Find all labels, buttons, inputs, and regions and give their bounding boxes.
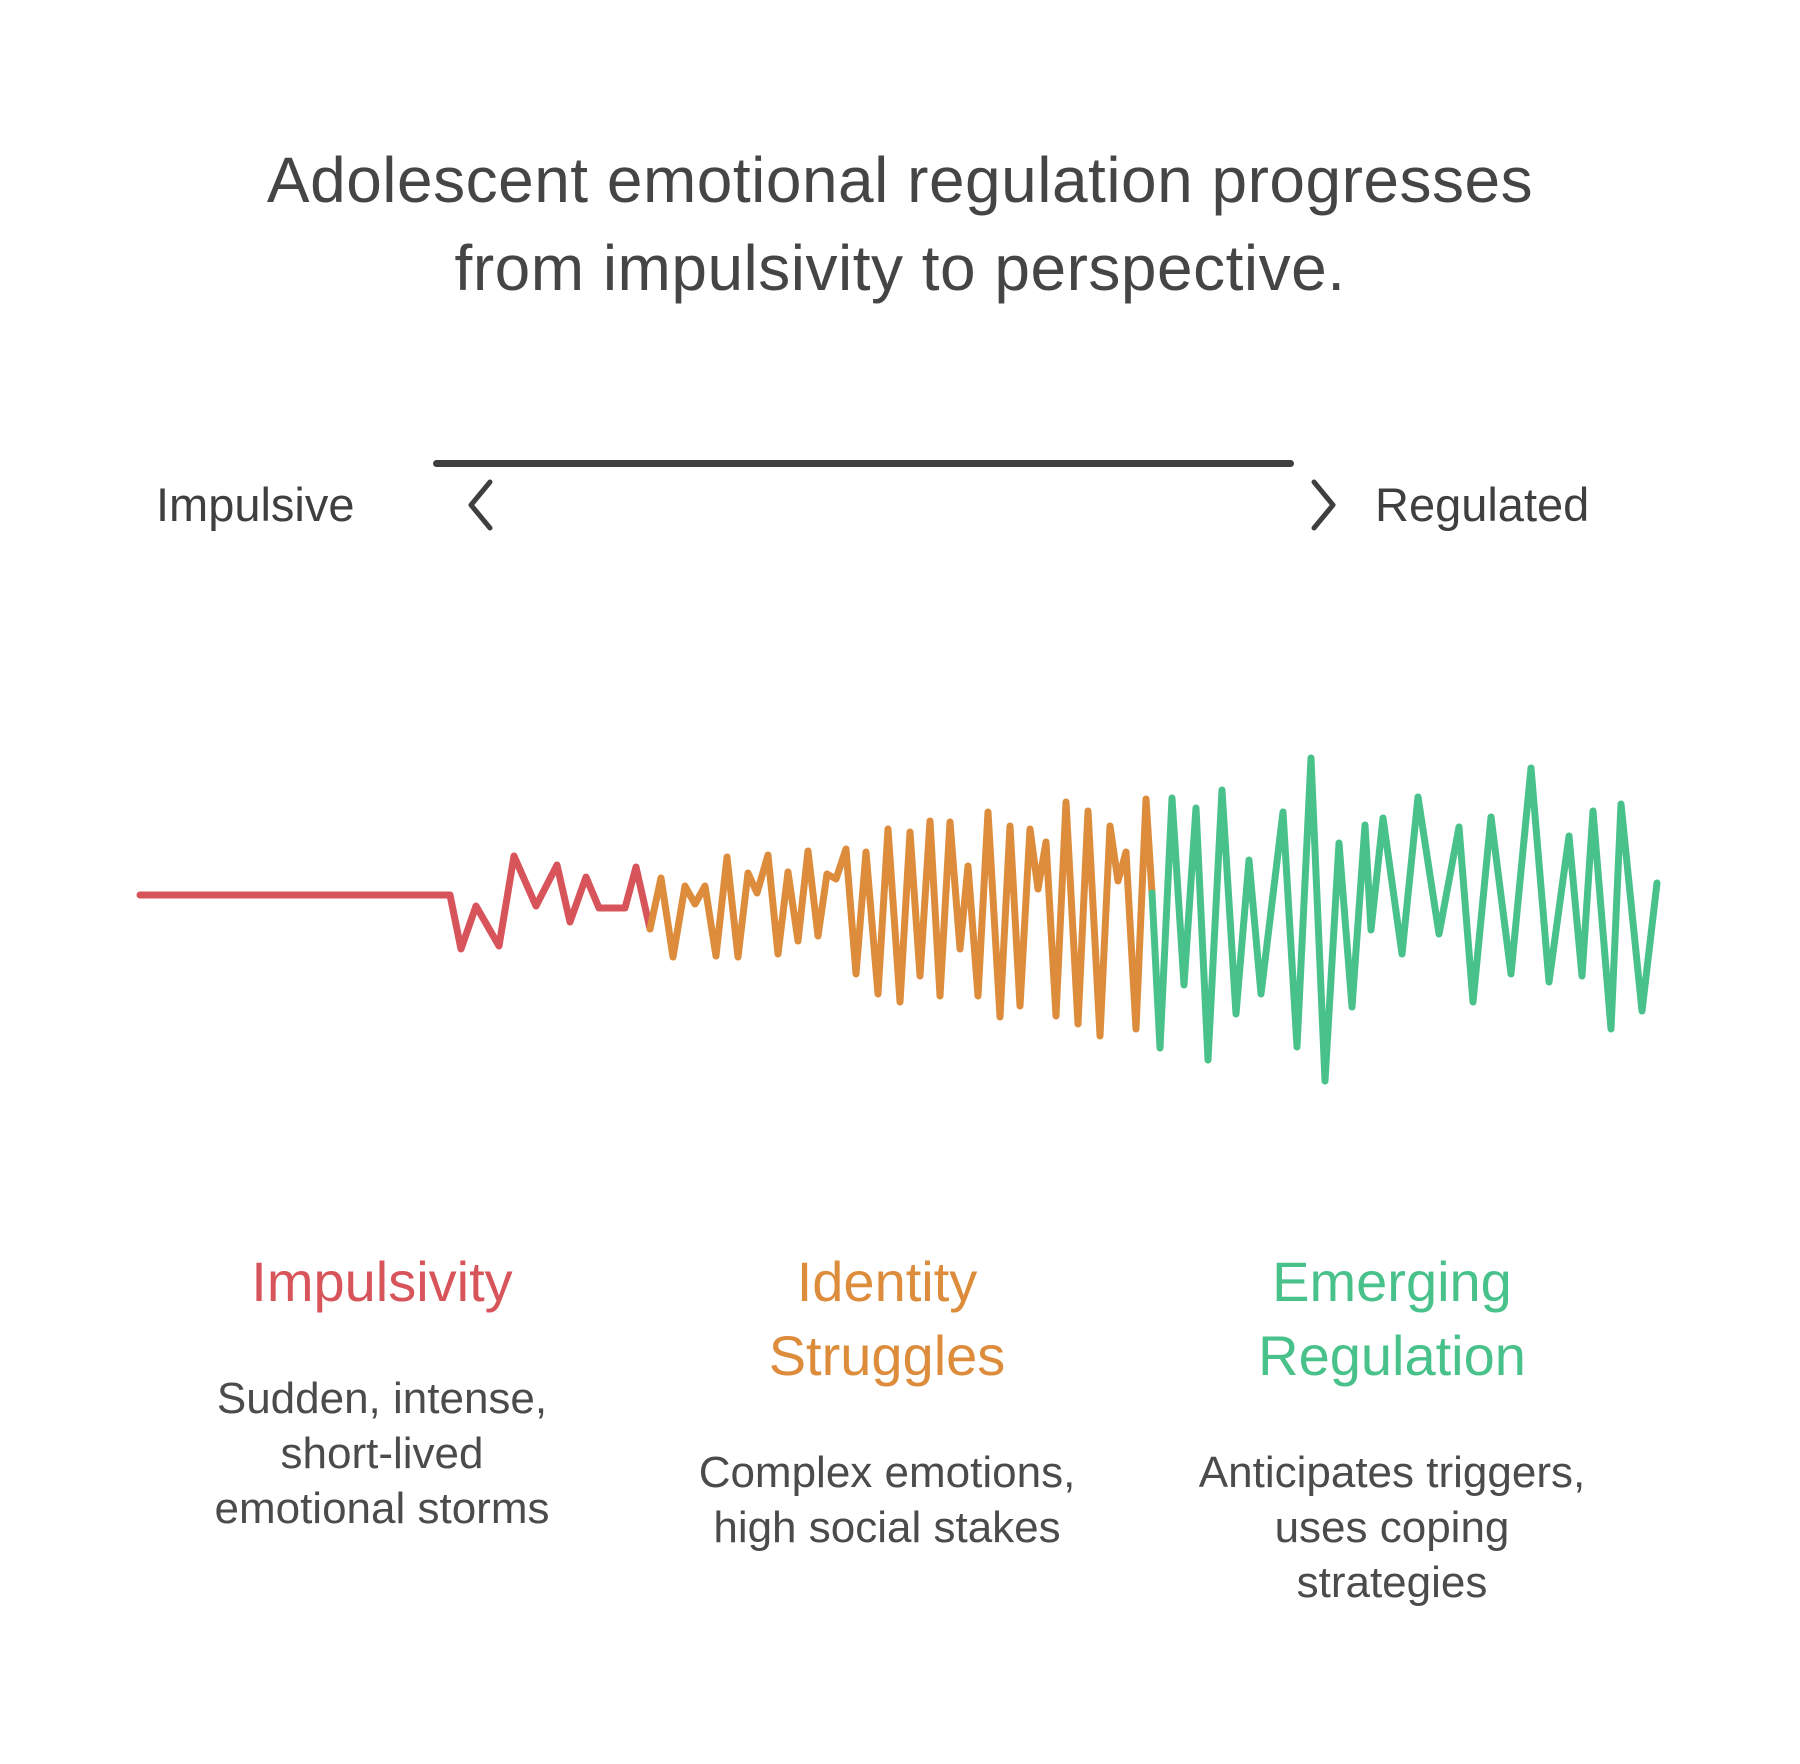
stage-description: Complex emotions, high social stakes	[698, 1448, 1076, 1552]
regulated-label: Regulated	[1375, 478, 1590, 531]
spectrum-bar	[433, 460, 1294, 467]
stage-description: Anticipates triggers, uses coping strategi…	[1198, 1448, 1586, 1607]
stage-description: Sudden, intense, short-lived emotional sto…	[214, 1374, 550, 1533]
stage-impulsivity: Impulsivity Sudden, intense, short-lived e…	[152, 1245, 612, 1536]
waveform-segment-identity-struggles	[646, 795, 1156, 1040]
waveform-segment-impulsivity	[136, 852, 654, 953]
stage-emerging-regulation: Emerging Regulation Anticipates triggers,…	[1162, 1245, 1622, 1610]
stage-heading: Impulsivity	[251, 1250, 513, 1313]
stage-heading: Emerging Regulation	[1258, 1250, 1526, 1387]
chevron-left-icon	[464, 477, 498, 538]
page-title: Adolescent emotional regulation progress…	[266, 144, 1534, 304]
stage-heading: Identity Struggles	[768, 1250, 1006, 1387]
waveform-segment-emerging-regulation	[1148, 754, 1661, 1085]
stage-identity-struggles: Identity Struggles Complex emotions, high …	[657, 1245, 1117, 1555]
impulsive-label: Impulsive	[156, 478, 355, 531]
chevron-right-icon	[1306, 477, 1340, 538]
